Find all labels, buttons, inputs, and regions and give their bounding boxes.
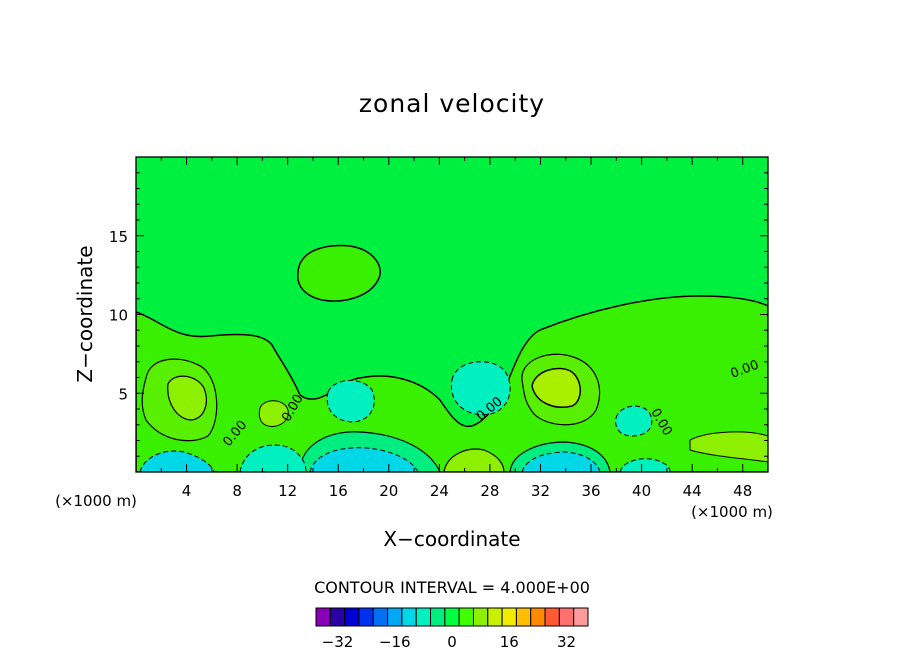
x-tick-label: 48 (733, 482, 752, 500)
colorbar-swatch (573, 607, 589, 627)
y-tick-label: 10 (109, 307, 128, 325)
colorbar-tick-label: 0 (447, 633, 457, 651)
x-units-label: (×1000 m) (691, 503, 773, 521)
y-axis: 5 10 15 (109, 172, 768, 457)
colorbar-swatch (415, 607, 432, 627)
colorbar-swatch (458, 607, 474, 627)
contour-region-positive-3 (258, 400, 289, 427)
y-tick-label: 15 (109, 228, 128, 246)
contour-region-negative-min-1 (309, 447, 419, 472)
colorbar-swatch (472, 607, 489, 627)
contour-region-positive-bottom-1 (443, 448, 505, 472)
y-axis-label: Z−coordinate (73, 245, 97, 382)
colorbar-swatch (430, 607, 446, 627)
contour-fill-group: 0.000.00 0.00 0.000.00 (136, 157, 768, 472)
colorbar-tick-label: 32 (557, 633, 576, 651)
colorbar-swatch (344, 607, 360, 627)
colorbar (315, 607, 589, 627)
x-tick-label: 12 (278, 482, 297, 500)
x-tick-label: 24 (430, 482, 449, 500)
contour-region-positive-max-2 (167, 375, 207, 421)
x-axis: 4 8 12 16 20 24 28 32 36 40 44 48 (160, 157, 769, 500)
contour-interval-label: CONTOUR INTERVAL = 4.000E+00 (314, 578, 590, 597)
y-units-label: (×1000 m) (55, 492, 137, 510)
x-tick-label: 4 (182, 482, 192, 500)
x-tick-label: 40 (632, 482, 651, 500)
colorbar-swatch (487, 607, 503, 627)
contour-region-lower-band (136, 295, 768, 472)
x-tick-label: 28 (480, 482, 499, 500)
contour-region-negative-3 (139, 450, 215, 472)
colorbar-swatch (444, 607, 460, 627)
colorbar-swatch (401, 607, 417, 627)
colorbar-ticks: −32 −16 0 16 32 (322, 633, 576, 651)
colorbar-swatch (544, 607, 560, 627)
colorbar-tick-label: −32 (322, 633, 354, 651)
contour-region-positive-max-1 (531, 367, 581, 408)
colorbar-swatch (329, 607, 346, 627)
colorbar-swatch (530, 607, 546, 627)
x-tick-label: 32 (531, 482, 550, 500)
colorbar-swatch (315, 607, 331, 627)
x-tick-label: 8 (232, 482, 242, 500)
contour-region-negative-mid-3 (615, 405, 653, 437)
y-tick-label: 5 (118, 385, 128, 403)
colorbar-swatch (387, 607, 403, 627)
chart-title: zonal velocity (359, 89, 545, 118)
colorbar-swatch (501, 607, 517, 627)
colorbar-swatch (358, 607, 374, 627)
x-axis-label: X−coordinate (383, 527, 520, 551)
colorbar-swatch (558, 607, 575, 627)
contour-region-negative-min-mid (451, 361, 511, 416)
contour-region-negative-min-2 (521, 451, 601, 472)
plot-area: 0.000.00 0.00 0.000.00 (135, 156, 769, 473)
x-tick-label: 20 (379, 482, 398, 500)
contour-region-negative-4 (239, 444, 307, 472)
x-tick-label: 16 (329, 482, 348, 500)
contour-region-negative-bottom-5 (619, 458, 671, 472)
x-tick-label: 36 (581, 482, 600, 500)
colorbar-swatch (515, 607, 532, 627)
x-tick-label: 44 (683, 482, 702, 500)
contour-region-positive-bottom-2 (689, 431, 768, 463)
contour-region-upper-patch (297, 244, 381, 302)
contour-region-negative-mid-2 (326, 380, 375, 423)
colorbar-tick-label: −16 (379, 633, 411, 651)
colorbar-swatch (372, 607, 389, 627)
colorbar-tick-label: 16 (500, 633, 519, 651)
